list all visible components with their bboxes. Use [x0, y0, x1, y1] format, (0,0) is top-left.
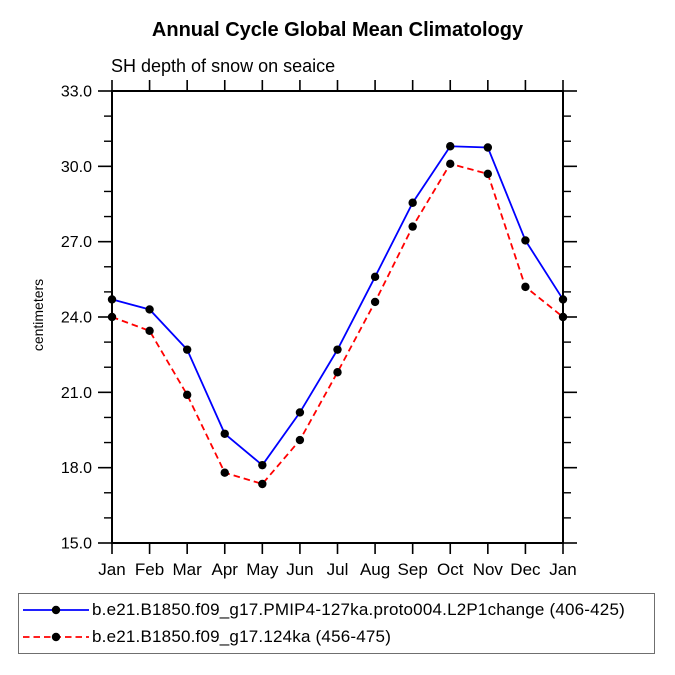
data-point-marker [220, 429, 229, 438]
legend-label: b.e21.B1850.f09_g17.124ka (456-475) [92, 627, 392, 646]
data-point-marker [446, 142, 455, 151]
legend-marker-icon [51, 605, 61, 615]
data-point-marker [182, 345, 192, 354]
data-point-marker [220, 468, 229, 477]
y-tick-label: 30.0 [61, 159, 92, 176]
x-tick-label: Apr [212, 560, 239, 579]
data-point-marker [295, 408, 305, 417]
data-point-marker [145, 305, 154, 314]
data-point-marker [145, 326, 154, 336]
y-tick-label: 21.0 [61, 385, 92, 402]
data-point-marker [182, 390, 192, 400]
legend-item-series-0: b.e21.B1850.f09_g17.PMIP4-127ka.proto004… [19, 597, 654, 624]
plot-frame [111, 90, 564, 544]
data-point-marker [333, 345, 342, 354]
data-point-marker [258, 460, 267, 470]
x-tick-label: Jan [549, 560, 576, 579]
data-point-marker [333, 368, 342, 377]
x-tick-label: Nov [473, 560, 504, 579]
data-point-marker [107, 295, 117, 304]
data-point-marker [483, 169, 493, 179]
x-tick-label: Feb [135, 560, 164, 579]
data-point-marker [408, 198, 417, 207]
legend-marker-icon [51, 632, 61, 642]
chart-title: Annual Cycle Global Mean Climatology [151, 19, 524, 41]
x-tick-label: Aug [360, 560, 390, 579]
data-point-marker [258, 479, 267, 489]
y-tick-label: 18.0 [61, 460, 92, 477]
data-point-marker [295, 435, 305, 445]
legend-line-swatch-solid-icon [23, 605, 89, 615]
x-tick-label: Jan [98, 560, 125, 579]
y-tick-label: 27.0 [61, 234, 92, 251]
series-line-1 [111, 162, 564, 486]
x-tick-label: Oct [437, 560, 464, 579]
data-point-marker [107, 312, 117, 322]
x-tick-label: Jul [327, 560, 349, 579]
data-point-marker [483, 143, 493, 152]
y-tick-label: 15.0 [61, 536, 92, 553]
legend-item-series-1: b.e21.B1850.f09_g17.124ka (456-475) [19, 624, 654, 651]
data-point-marker [370, 297, 380, 307]
y-tick-label: 24.0 [61, 310, 92, 327]
legend: b.e21.B1850.f09_g17.PMIP4-127ka.proto004… [18, 593, 655, 654]
legend-label: b.e21.B1850.f09_g17.PMIP4-127ka.proto004… [92, 600, 625, 619]
x-tick-label: Dec [510, 560, 541, 579]
data-point-marker [521, 282, 530, 292]
y-tick-label: 33.0 [61, 84, 92, 101]
data-point-marker [370, 272, 380, 282]
x-tick-label: Mar [173, 560, 203, 579]
data-point-marker [446, 159, 455, 169]
chart-subtitle: SH depth of snow on seaice [111, 56, 336, 76]
data-point-marker [408, 222, 417, 231]
x-tick-label: Jun [286, 560, 313, 579]
data-point-marker [558, 312, 568, 322]
x-tick-label: May [246, 560, 279, 579]
x-tick-label: Sep [398, 560, 428, 579]
data-point-marker [558, 295, 568, 304]
data-point-marker [521, 236, 530, 245]
legend-line-swatch-dashed-icon [23, 632, 89, 642]
